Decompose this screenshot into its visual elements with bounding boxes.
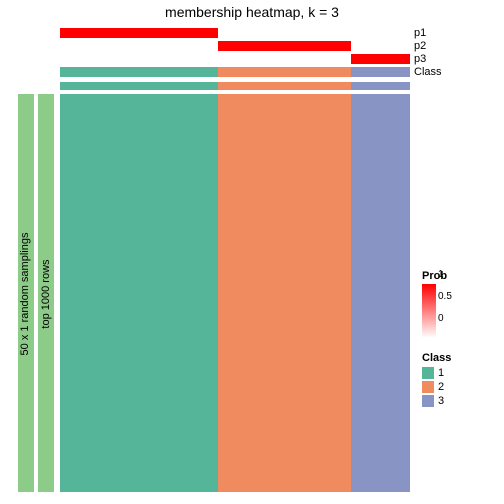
legend-swatch — [422, 381, 434, 393]
header-seg — [351, 82, 411, 90]
legend-prob: Prob 10.50 — [422, 270, 447, 338]
ylabel-rows: top 1000 rows — [40, 234, 52, 354]
annot-label-p2: p2 — [414, 40, 426, 52]
legend-swatch — [422, 367, 434, 379]
ylabel-samplings: 50 x 1 random samplings — [19, 219, 31, 369]
header-seg — [60, 82, 218, 90]
prob-ticks: 10.50 — [438, 270, 468, 324]
annot-label-p1: p1 — [414, 27, 426, 39]
annot-seg — [218, 41, 351, 51]
legend-class: Class 1 2 3 — [422, 352, 451, 408]
class-track — [60, 67, 410, 77]
legend-class-item: 3 — [422, 394, 451, 408]
legend-label: 1 — [438, 367, 444, 379]
legend-class-item: 1 — [422, 366, 451, 380]
annot-seg — [351, 28, 411, 38]
annot-row-p3 — [60, 54, 410, 64]
class-seg — [218, 67, 351, 77]
legend-label: 3 — [438, 395, 444, 407]
annot-seg — [60, 41, 218, 51]
class-track-label: Class — [414, 66, 442, 78]
prob-gradient — [422, 284, 436, 338]
annot-row-p2 — [60, 41, 410, 51]
legend-swatch — [422, 395, 434, 407]
legend-class-title: Class — [422, 352, 451, 364]
annot-seg — [60, 28, 218, 38]
chart-title: membership heatmap, k = 3 — [0, 4, 504, 20]
heatmap-column — [218, 94, 351, 492]
prob-tick: 0 — [438, 314, 444, 324]
annot-seg — [351, 54, 411, 64]
legend-class-item: 2 — [422, 380, 451, 394]
class-seg — [60, 67, 218, 77]
annot-row-p1 — [60, 28, 410, 38]
annot-label-p3: p3 — [414, 53, 426, 65]
header-seg — [218, 82, 351, 90]
legend-class-items: 1 2 3 — [422, 366, 451, 408]
header-strip — [60, 82, 410, 90]
annot-seg — [60, 54, 218, 64]
annot-seg — [218, 28, 351, 38]
main-heatmap — [60, 94, 410, 492]
heatmap-column — [351, 94, 411, 492]
heatmap-column — [60, 94, 218, 492]
prob-tick: 1 — [438, 270, 444, 280]
annot-seg — [351, 41, 411, 51]
prob-tick: 0.5 — [438, 292, 452, 302]
annot-seg — [218, 54, 351, 64]
class-seg — [351, 67, 411, 77]
legend-label: 2 — [438, 381, 444, 393]
